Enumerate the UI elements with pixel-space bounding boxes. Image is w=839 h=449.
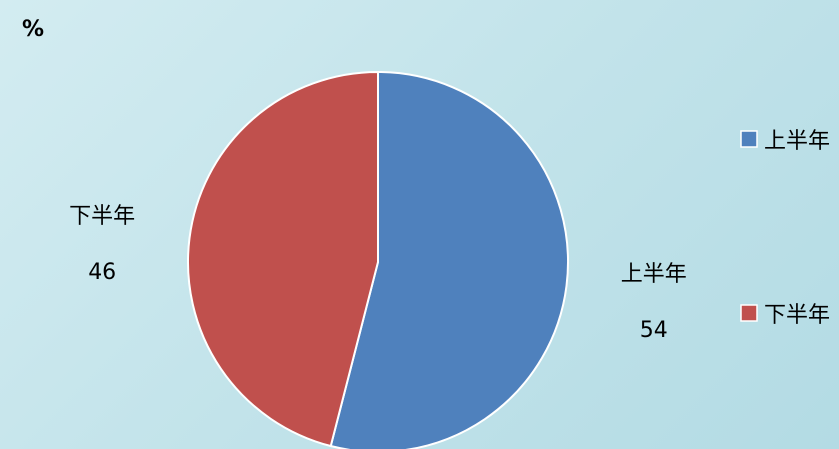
legend-label: 上半年 (764, 129, 830, 154)
data-label-category: 下半年 (69, 204, 135, 229)
pie-slice (187, 70, 379, 448)
data-label-value: 46 (88, 260, 116, 285)
data-label-value: 54 (640, 318, 668, 343)
legend-label: 下半年 (764, 303, 830, 328)
pie-slice (329, 70, 569, 449)
data-label-category: 上半年 (621, 262, 687, 287)
legend-swatch (740, 304, 758, 322)
legend-swatch (740, 130, 758, 148)
chart-title: % (22, 17, 44, 42)
